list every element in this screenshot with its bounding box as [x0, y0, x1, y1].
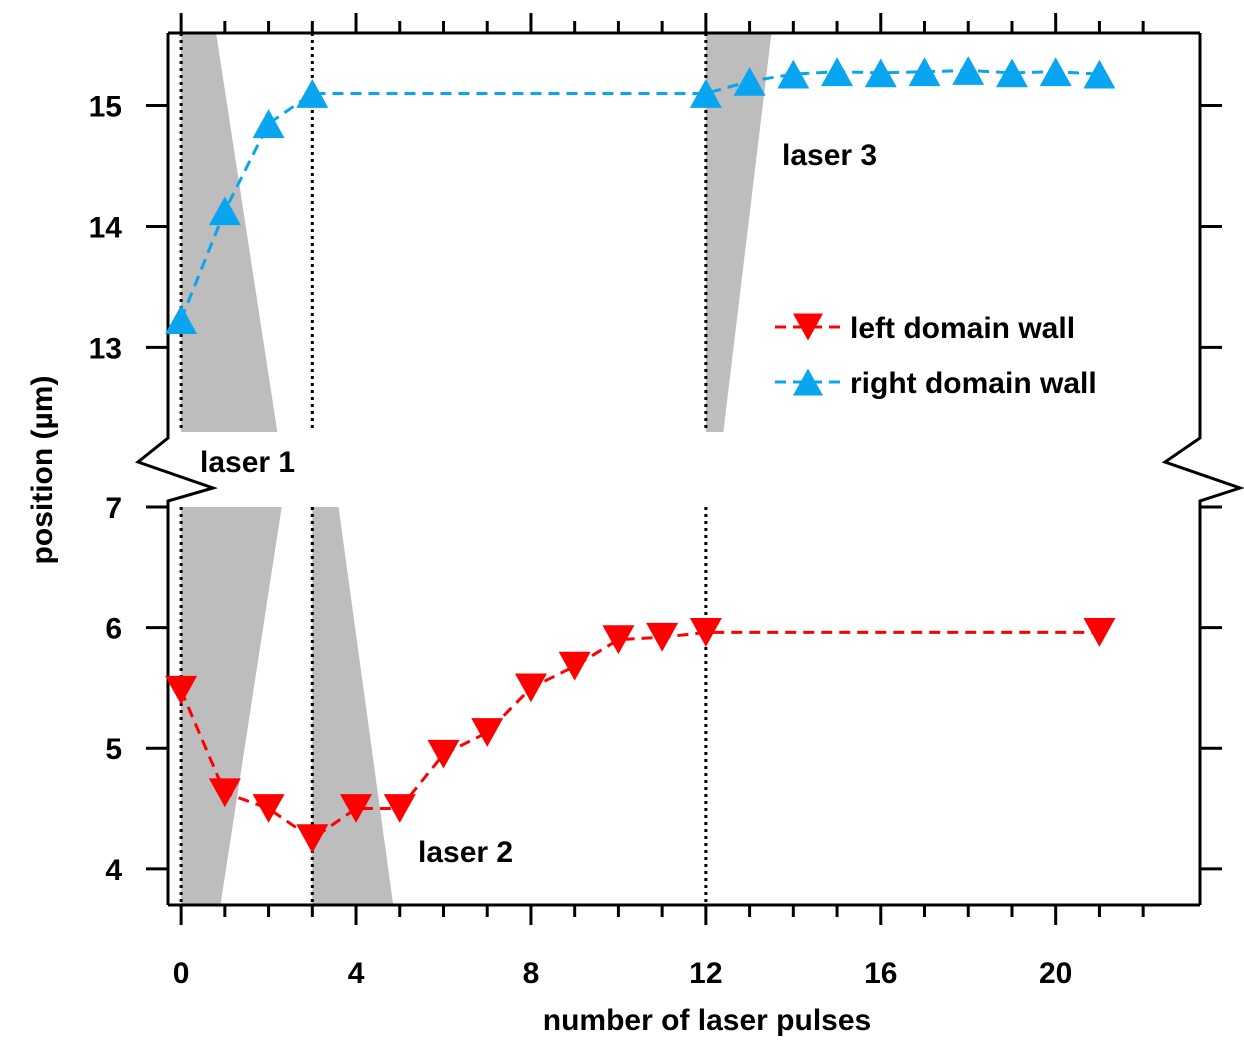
data-point-0-5 — [383, 794, 416, 823]
y-tick-label: 6 — [105, 613, 122, 646]
shaded-regions — [181, 33, 772, 905]
annotations: laser 1 laser 2 laser 3 — [200, 139, 877, 869]
data-point-1-7 — [821, 57, 854, 87]
data-point-1-11 — [995, 58, 1028, 88]
annotation-laser-3: laser 3 — [782, 139, 877, 172]
data-point-0-4 — [340, 794, 373, 823]
axis-ticks: 0 4 8 12 16 20 13 14 15 4 5 6 7 — [89, 13, 1222, 990]
data-point-1-6 — [777, 59, 810, 89]
y-tick-label: 13 — [89, 332, 122, 365]
axis-break-right — [1161, 432, 1244, 507]
data-point-1-1 — [208, 196, 241, 226]
data-point-1-2 — [252, 109, 285, 139]
y-tick-label: 7 — [105, 492, 122, 525]
shaded-region-2 — [312, 507, 394, 905]
data-point-0-0 — [165, 675, 198, 705]
x-tick-label: 8 — [523, 957, 540, 990]
data-point-0-6 — [427, 739, 460, 769]
x-tick-label: 20 — [1039, 957, 1072, 990]
x-tick-label: 16 — [864, 957, 897, 990]
data-point-0-7 — [471, 718, 504, 747]
legend-label-right: right domain wall — [850, 367, 1097, 400]
data-point-1-0 — [165, 305, 198, 334]
data-point-1-4 — [689, 79, 722, 108]
axis-break-left — [134, 432, 218, 507]
y-tick-label: 4 — [105, 854, 122, 887]
series-line-0 — [179, 630, 1100, 841]
data-point-0-1 — [208, 778, 241, 808]
annotation-laser-2: laser 2 — [418, 836, 513, 869]
data-point-1-8 — [864, 58, 897, 88]
data-point-0-13 — [1083, 618, 1116, 647]
data-point-0-11 — [646, 622, 679, 652]
data-point-0-3 — [296, 824, 329, 854]
annotation-laser-1: laser 1 — [200, 446, 295, 479]
shaded-region-0 — [181, 33, 278, 432]
data-point-0-2 — [252, 794, 285, 823]
legend-marker-0 — [793, 313, 823, 341]
x-tick-label: 4 — [348, 957, 365, 990]
shaded-region-1 — [181, 507, 282, 905]
data-point-1-3 — [296, 79, 329, 108]
data-point-0-9 — [558, 651, 591, 681]
y-axis-title: position (µm) — [26, 376, 59, 565]
x-tick-label: 0 — [173, 957, 190, 990]
y-tick-label: 5 — [105, 733, 122, 766]
data-point-1-13 — [1083, 59, 1116, 89]
x-tick-label: 12 — [689, 957, 722, 990]
data-point-1-12 — [1039, 57, 1072, 87]
legend: left domain wall right domain wall — [775, 312, 1097, 400]
y-tick-label: 15 — [89, 91, 122, 124]
data-point-1-9 — [908, 57, 941, 87]
y-tick-label: 14 — [89, 211, 123, 244]
x-axis-title: number of laser pulses — [543, 1004, 871, 1037]
plot-frame — [134, 31, 1244, 907]
data-point-0-10 — [602, 625, 635, 655]
legend-label-left: left domain wall — [850, 312, 1075, 345]
shaded-region-3 — [705, 33, 772, 432]
series — [165, 56, 1116, 854]
data-point-0-12 — [689, 618, 722, 647]
data-point-0-8 — [514, 673, 547, 703]
legend-marker-1 — [793, 368, 823, 396]
data-point-1-10 — [952, 56, 985, 85]
data-point-1-5 — [733, 66, 766, 96]
